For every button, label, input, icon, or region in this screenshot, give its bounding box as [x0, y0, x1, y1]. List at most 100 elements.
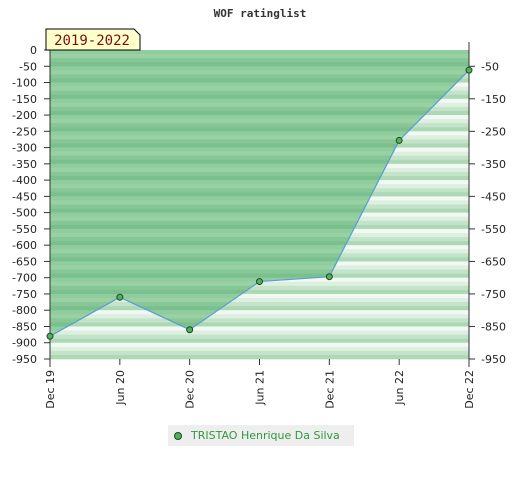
left-tick-label: -500 [12, 207, 37, 220]
background-band [50, 314, 469, 319]
x-tick-label: Jun 21 [254, 370, 267, 406]
area-band [50, 192, 469, 197]
right-tick-label: -350 [481, 158, 506, 171]
area-band [50, 220, 469, 226]
area-band [50, 143, 469, 148]
area-band [50, 184, 469, 189]
area-band [50, 139, 469, 144]
area-band [50, 269, 469, 274]
area-band [50, 245, 469, 250]
background-band [50, 289, 469, 295]
left-tick-label: -350 [12, 158, 37, 171]
left-tick-label: -150 [12, 93, 37, 106]
legend: TRISTAO Henrique Da Silva [168, 425, 354, 446]
data-point [46, 332, 54, 340]
background-band [50, 298, 469, 303]
area-band [50, 212, 469, 217]
left-tick-label: 0 [30, 44, 37, 57]
area-band [50, 82, 469, 87]
area-band [50, 188, 469, 193]
area-band [50, 180, 469, 185]
area-band [50, 58, 469, 63]
background-band [50, 346, 469, 352]
left-tick-label: -600 [12, 239, 37, 252]
area-band [50, 176, 469, 181]
legend-label: TRISTAO Henrique Da Silva [191, 429, 340, 442]
x-tick-label: Dec 22 [463, 370, 476, 409]
area-band [50, 151, 469, 157]
left-tick-label: -850 [12, 320, 37, 333]
area-band [50, 224, 469, 230]
x-tick-label: Jun 20 [114, 370, 127, 406]
period-badge: 2019-2022 [45, 28, 141, 51]
left-tick-label: -100 [12, 77, 37, 90]
background-band [50, 285, 469, 291]
right-tick-label: -850 [481, 320, 506, 333]
right-tick-label: -950 [481, 353, 506, 366]
area-band [50, 265, 469, 270]
area-band [50, 70, 469, 75]
left-tick-label: -300 [12, 142, 37, 155]
background-band [50, 310, 469, 315]
area-band [50, 196, 469, 201]
area-band [50, 216, 469, 222]
x-tick-label: Dec 19 [44, 370, 57, 409]
data-point [256, 278, 263, 286]
area-band [50, 106, 469, 112]
left-tick-label: -650 [12, 255, 37, 268]
axes [49, 42, 470, 367]
background-band [50, 354, 469, 360]
area-band [50, 86, 469, 91]
right-tick-label: -250 [481, 125, 506, 138]
left-tick-label: -450 [12, 190, 37, 203]
area-band [50, 74, 469, 79]
background-band [50, 306, 469, 311]
left-tick-label: -950 [12, 353, 37, 366]
data-point [325, 273, 333, 281]
area-band [50, 115, 469, 120]
left-y-axis-ticks: 0 -50 -100 -150 -200 -250 -300 -350 -400 -450 -500… [12, 44, 50, 366]
legend-marker [174, 431, 182, 440]
right-tick-label: -750 [481, 288, 506, 301]
area-band [50, 171, 469, 177]
area-band [50, 257, 469, 262]
area-band [50, 110, 469, 116]
left-tick-label: -400 [12, 174, 37, 187]
period-badge-box [45, 28, 141, 51]
x-axis-ticks: Dec 19 Jun 20 Dec 20 Jun 21 Dec 21 Jun 22 Dec … [44, 359, 476, 409]
area-band [50, 208, 469, 213]
area-band [50, 163, 469, 169]
x-tick-label: Jun 22 [393, 370, 406, 406]
area-band [50, 167, 469, 173]
area-band [50, 147, 469, 152]
left-tick-label: -800 [12, 304, 37, 317]
area-band [50, 273, 469, 278]
background-band [50, 330, 469, 335]
left-tick-label: -550 [12, 223, 37, 236]
left-tick-label: -250 [12, 125, 37, 138]
area-band [50, 200, 469, 205]
area-band [50, 261, 469, 266]
data-point [116, 293, 124, 301]
area-band [50, 102, 469, 108]
right-tick-label: -150 [481, 93, 506, 106]
background-band [50, 293, 469, 299]
right-y-axis-ticks: -50 -150 -250 -350 -450 -550 -650 -750 -850 -950 [469, 60, 506, 366]
x-tick-label: Dec 21 [323, 370, 336, 409]
area-band [50, 204, 469, 209]
background-band [50, 318, 469, 323]
right-tick-label: -550 [481, 223, 506, 236]
data-point [186, 326, 194, 334]
area-band [50, 98, 469, 104]
left-tick-label: -900 [12, 337, 37, 350]
area-band [50, 228, 469, 234]
area-band [50, 62, 469, 67]
background-band [50, 338, 469, 344]
background-band [50, 326, 469, 331]
period-badge-label: 2019-2022 [54, 33, 130, 49]
area-band [50, 241, 469, 246]
background-band [50, 322, 469, 327]
left-tick-label: -700 [12, 272, 37, 285]
background-band [50, 350, 469, 356]
